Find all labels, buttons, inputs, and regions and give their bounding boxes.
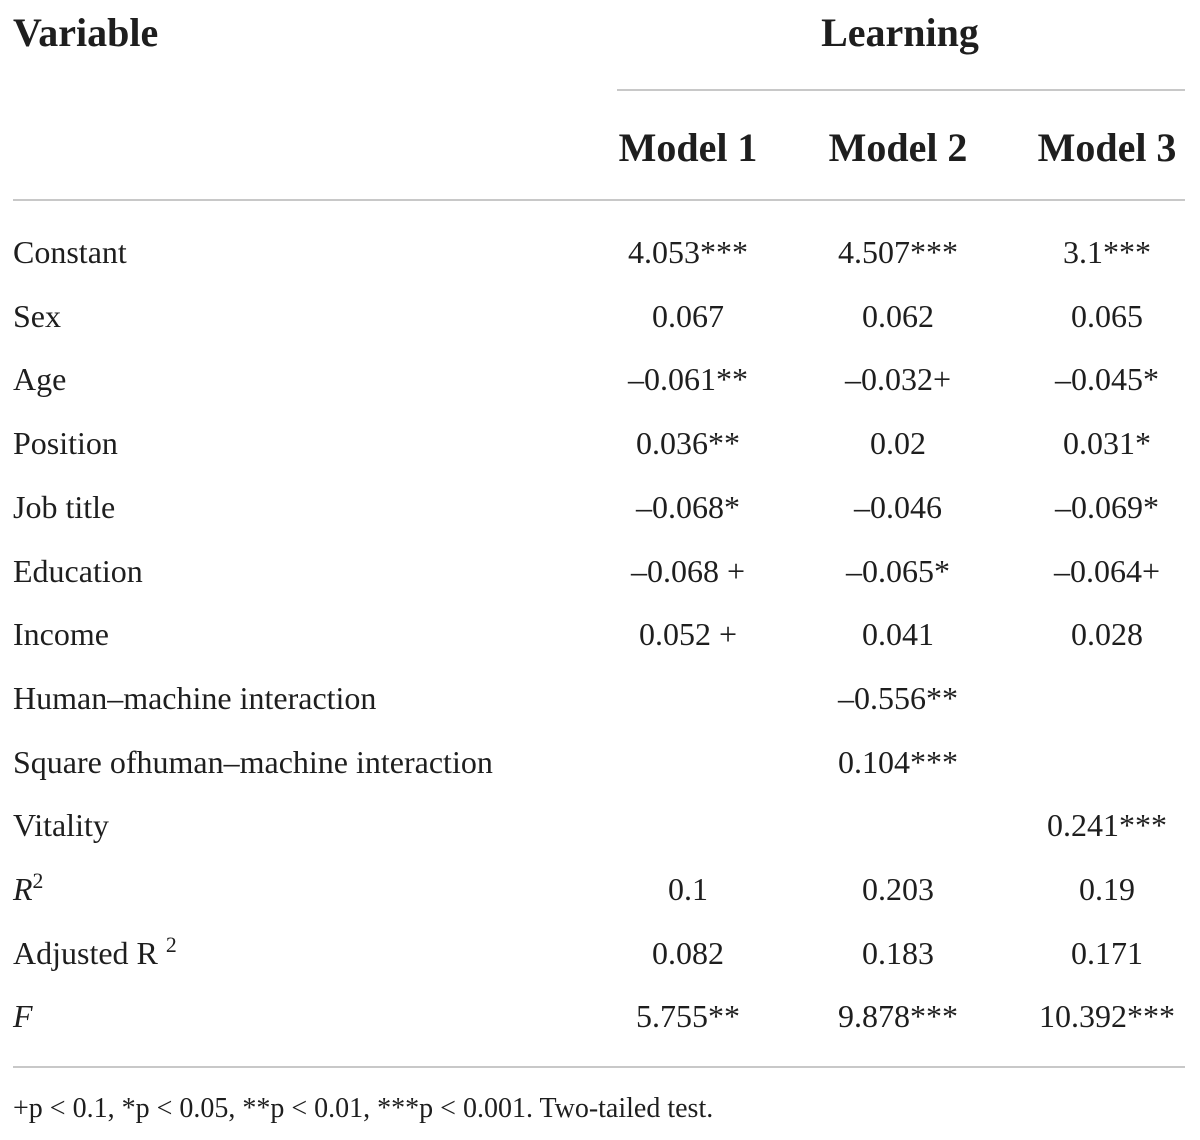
row-label-text: Education <box>13 553 143 589</box>
row-label: Vitality <box>13 809 109 841</box>
table-cell-model-1: –0.068* <box>636 489 740 525</box>
row-label: Adjusted R 2 <box>13 934 177 971</box>
row-label-superscript: 2 <box>32 869 44 894</box>
table-cell-model-3: 0.19 <box>1079 871 1135 907</box>
table-cell-model-3: –0.064+ <box>1053 553 1161 589</box>
table-cell-model-1: 0.1 <box>668 871 708 907</box>
table-cell-model-3: –0.045* <box>1055 361 1159 397</box>
row-label-text: F <box>13 998 33 1034</box>
table-cell-model-1: 4.053*** <box>628 234 748 270</box>
column-header-model-3: Model 3 <box>1037 125 1177 170</box>
row-label: F <box>13 1000 33 1032</box>
table-cell-model-3: 0.028 <box>1071 616 1143 652</box>
table-cell-model-1: 0.036** <box>636 425 740 461</box>
row-label: Education <box>13 555 143 587</box>
table-footnote: +p < 0.1, *p < 0.05, **p < 0.01, ***p < … <box>13 1093 714 1124</box>
row-label-text: Income <box>13 616 109 652</box>
row-label: Job title <box>13 491 115 523</box>
table-cell-model-2: 9.878*** <box>838 998 958 1034</box>
table-cell-model-2: 0.02 <box>870 425 926 461</box>
group-header: Learning <box>821 10 979 55</box>
table-cell-model-1: 0.052 + <box>638 616 738 652</box>
table-cell-model-1: –0.068 + <box>630 553 746 589</box>
row-label-text: Sex <box>13 298 61 334</box>
row-label-text: Human–machine interaction <box>13 680 377 716</box>
row-label: Sex <box>13 300 61 332</box>
table-cell-model-2: 0.104*** <box>838 744 958 780</box>
row-label-text: Constant <box>13 234 127 270</box>
table-cell-model-2: 4.507*** <box>838 234 958 270</box>
header-rule <box>13 199 1185 201</box>
table-cell-model-3: 0.031* <box>1063 425 1151 461</box>
table-cell-model-3: –0.069* <box>1055 489 1159 525</box>
row-label: Position <box>13 427 118 459</box>
table-cell-model-1: –0.061** <box>628 361 748 397</box>
column-header-model-2: Model 2 <box>828 125 968 170</box>
table-cell-model-2: –0.556** <box>838 680 958 716</box>
row-label-text: Square ofhuman–machine interaction <box>13 744 493 780</box>
row-label-text: Vitality <box>13 807 109 843</box>
row-label-text: Adjusted R <box>13 935 166 971</box>
row-label-superscript: 2 <box>165 933 177 958</box>
row-label-text: Position <box>13 425 118 461</box>
stub-header: Variable <box>13 10 159 55</box>
row-label: Income <box>13 618 109 650</box>
table-cell-model-2: 0.183 <box>862 935 934 971</box>
row-label-text: R <box>13 871 33 907</box>
table-cell-model-3: 10.392*** <box>1039 998 1175 1034</box>
row-label-text: Job title <box>13 489 116 525</box>
table-cell-model-3: 0.171 <box>1071 935 1143 971</box>
row-label: R2 <box>13 870 43 907</box>
table-cell-model-1: 0.067 <box>652 298 724 334</box>
table-cell-model-1: 5.755** <box>636 998 740 1034</box>
table-cell-model-3: 3.1*** <box>1063 234 1151 270</box>
group-header-rule <box>617 89 1185 91</box>
column-header-model-1: Model 1 <box>618 125 758 170</box>
row-label: Square ofhuman–machine interaction <box>13 746 493 778</box>
table-cell-model-2: –0.032+ <box>844 361 952 397</box>
table-cell-model-2: 0.062 <box>862 298 934 334</box>
row-label: Age <box>13 363 66 395</box>
row-label: Constant <box>13 236 127 268</box>
bottom-rule <box>13 1066 1185 1068</box>
table-cell-model-2: 0.041 <box>862 616 934 652</box>
row-label-text: Age <box>13 361 67 397</box>
table-cell-model-1: 0.082 <box>652 935 724 971</box>
table-cell-model-3: 0.241*** <box>1047 807 1167 843</box>
table-cell-model-2: 0.203 <box>862 871 934 907</box>
table-cell-model-3: 0.065 <box>1071 298 1143 334</box>
table-cell-model-2: –0.046 <box>854 489 942 525</box>
table-cell-model-2: –0.065* <box>846 553 950 589</box>
row-label: Human–machine interaction <box>13 682 376 714</box>
